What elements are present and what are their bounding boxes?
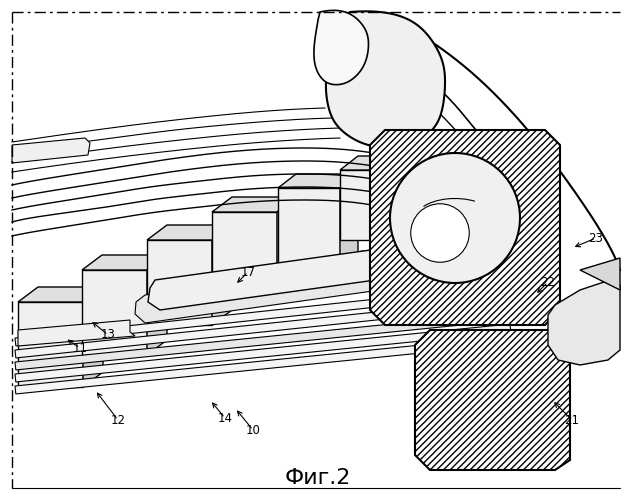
- Circle shape: [390, 153, 520, 283]
- Text: 23: 23: [588, 232, 604, 244]
- Polygon shape: [83, 287, 103, 387]
- Text: 22: 22: [541, 276, 555, 288]
- Polygon shape: [135, 262, 395, 323]
- Polygon shape: [212, 225, 232, 325]
- Polygon shape: [82, 270, 147, 355]
- Polygon shape: [340, 174, 358, 266]
- Polygon shape: [12, 138, 90, 163]
- Polygon shape: [455, 145, 471, 220]
- Polygon shape: [148, 248, 402, 310]
- Text: 10: 10: [245, 424, 260, 436]
- Text: 13: 13: [100, 328, 116, 342]
- Circle shape: [411, 204, 469, 262]
- Polygon shape: [580, 258, 620, 290]
- Polygon shape: [82, 255, 167, 270]
- Polygon shape: [314, 10, 368, 85]
- Polygon shape: [212, 212, 277, 294]
- Polygon shape: [15, 290, 461, 346]
- Polygon shape: [147, 225, 232, 240]
- Polygon shape: [212, 197, 297, 212]
- Polygon shape: [400, 158, 455, 220]
- Text: 21: 21: [565, 414, 579, 426]
- Polygon shape: [415, 330, 570, 470]
- Polygon shape: [147, 255, 167, 355]
- Polygon shape: [18, 302, 83, 387]
- Polygon shape: [277, 197, 297, 294]
- Text: 12: 12: [111, 414, 125, 426]
- Polygon shape: [18, 287, 103, 302]
- Polygon shape: [278, 188, 340, 266]
- Polygon shape: [340, 170, 398, 240]
- Polygon shape: [548, 280, 620, 365]
- Text: 11: 11: [73, 342, 88, 354]
- Polygon shape: [147, 240, 212, 325]
- Polygon shape: [15, 324, 511, 382]
- Polygon shape: [400, 145, 471, 158]
- Polygon shape: [15, 336, 511, 394]
- Text: 14: 14: [218, 412, 233, 424]
- Polygon shape: [15, 312, 511, 370]
- Polygon shape: [278, 174, 358, 188]
- Text: Фиг.2: Фиг.2: [285, 468, 351, 488]
- Polygon shape: [18, 320, 135, 346]
- Polygon shape: [15, 300, 491, 358]
- Polygon shape: [326, 12, 445, 148]
- Polygon shape: [398, 156, 416, 240]
- Polygon shape: [370, 130, 560, 325]
- Text: 17: 17: [240, 266, 256, 278]
- Polygon shape: [340, 156, 416, 170]
